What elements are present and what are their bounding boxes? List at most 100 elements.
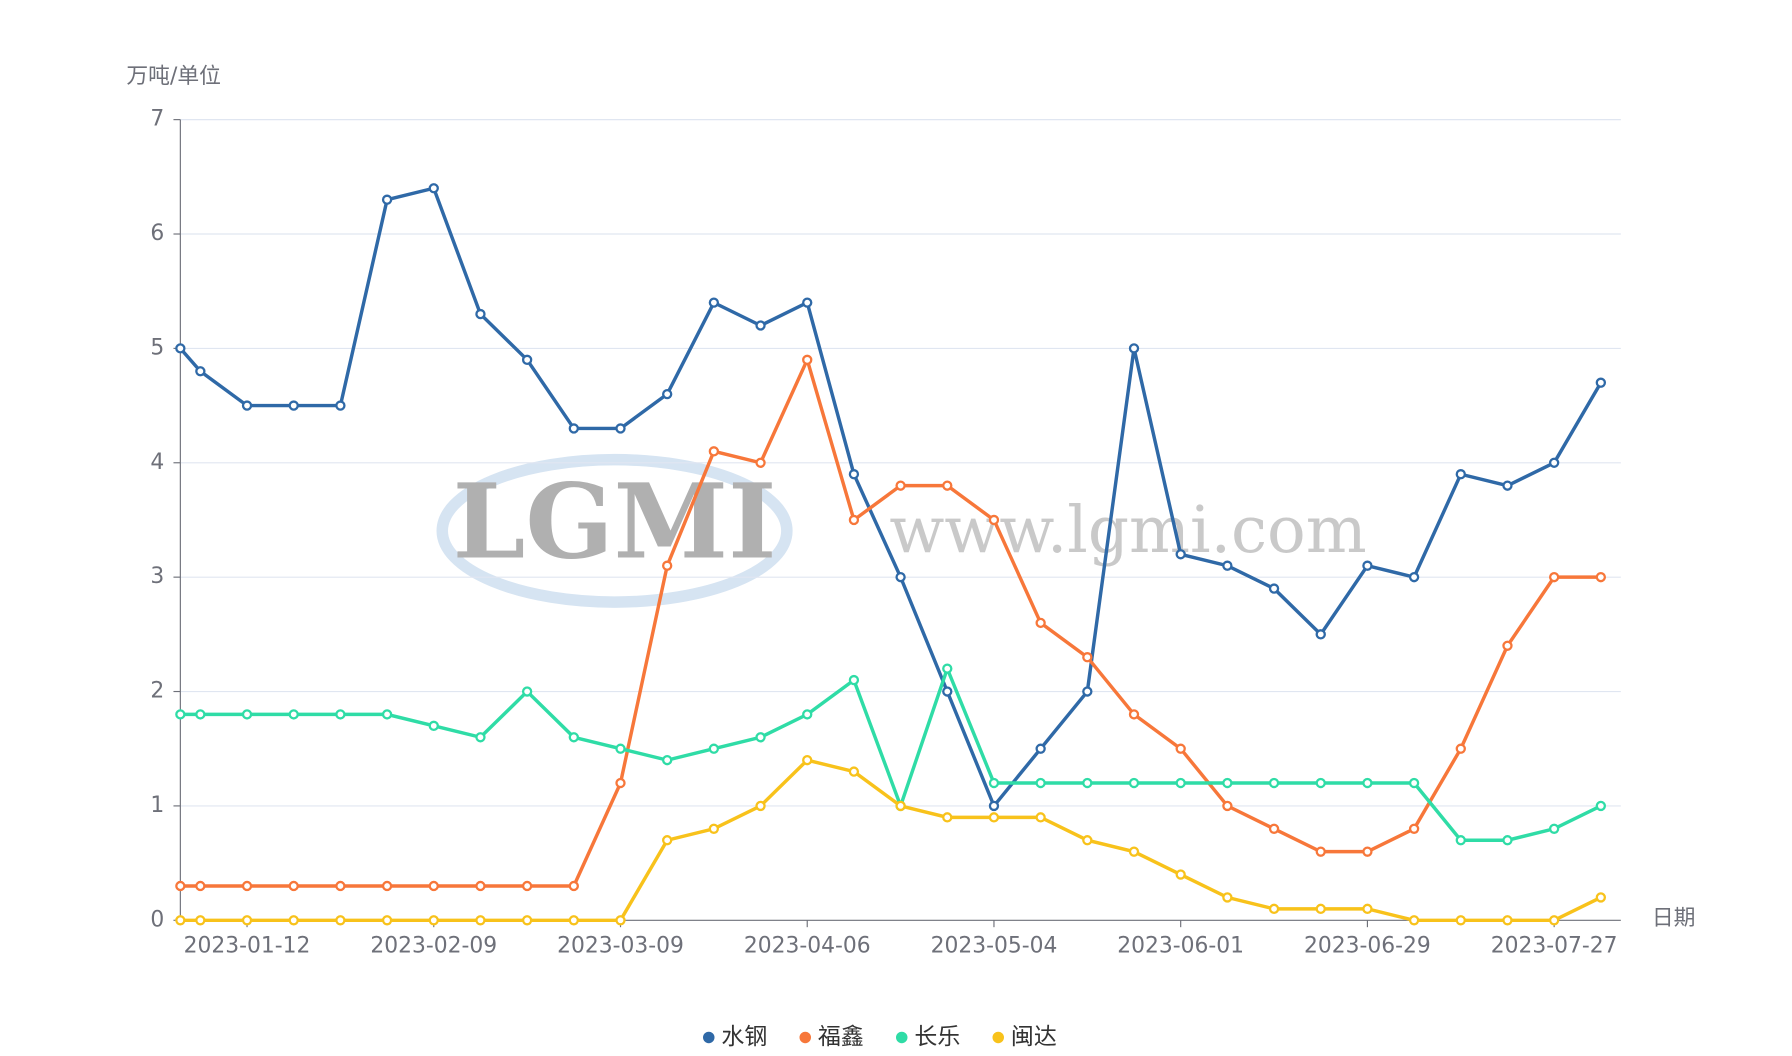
- series-line: [180, 354, 1601, 888]
- x-tick-label: 2023-04-06: [744, 934, 871, 959]
- data-point: [475, 308, 486, 320]
- data-point: [1128, 343, 1140, 354]
- data-point: [521, 915, 533, 926]
- x-tick-label: 2023-01-12: [184, 934, 311, 959]
- data-point: [521, 686, 533, 697]
- x-tick-label: 2023-06-29: [1304, 934, 1431, 959]
- data-point: [475, 880, 486, 892]
- data-point: [1222, 892, 1233, 903]
- data-point: [1502, 835, 1513, 846]
- data-point: [848, 766, 860, 777]
- y-tick-label: 2: [150, 679, 164, 704]
- series-line: [179, 186, 1603, 810]
- data-point: [942, 686, 953, 697]
- x-tick-label: 2023-06-01: [1117, 934, 1244, 959]
- data-point: [381, 194, 393, 205]
- data-point: [662, 388, 673, 400]
- data-point: [1222, 800, 1233, 812]
- y-tick-label: 7: [150, 107, 164, 132]
- data-point: [708, 823, 720, 834]
- data-point: [1408, 777, 1420, 789]
- data-point: [1362, 560, 1373, 571]
- data-point: [708, 743, 720, 754]
- data-point: [195, 709, 206, 720]
- data-point: [1362, 846, 1373, 857]
- data-point: [241, 709, 253, 720]
- data-point: [288, 709, 299, 720]
- data-point: [195, 366, 206, 377]
- data-point: [288, 880, 299, 892]
- data-point: [1502, 480, 1513, 491]
- x-tick-label: 2023-03-09: [557, 934, 684, 959]
- data-point: [335, 880, 346, 892]
- data-point: [1128, 777, 1140, 789]
- data-point: [568, 732, 579, 743]
- data-point: [615, 743, 626, 754]
- data-point: [1128, 846, 1140, 857]
- data-point: [1502, 640, 1513, 651]
- y-tick-label: 1: [150, 793, 164, 818]
- data-point: [335, 400, 346, 411]
- data-point: [615, 915, 626, 926]
- data-point: [662, 754, 673, 766]
- data-point: [1455, 915, 1466, 926]
- data-point: [428, 880, 439, 892]
- legend-label: 水钢: [721, 1024, 767, 1050]
- data-point: [942, 480, 953, 491]
- data-point: [241, 400, 253, 411]
- data-point: [1548, 571, 1560, 583]
- y-axis-label: 万吨/单位: [126, 64, 221, 89]
- data-point: [1222, 560, 1233, 571]
- data-point: [475, 915, 486, 926]
- y-tick-label: 0: [150, 907, 164, 932]
- data-point: [708, 297, 720, 308]
- data-point: [895, 480, 906, 491]
- data-point: [1455, 835, 1466, 846]
- data-point: [942, 663, 953, 674]
- data-point: [1268, 823, 1280, 834]
- data-point: [175, 709, 186, 720]
- data-point: [1175, 743, 1186, 754]
- data-point: [615, 423, 626, 434]
- data-point: [1315, 777, 1326, 789]
- data-point: [662, 835, 673, 846]
- data-point: [1502, 915, 1513, 926]
- data-point: [1082, 686, 1093, 697]
- data-point: [848, 514, 860, 526]
- data-point: [755, 457, 766, 468]
- data-point: [1082, 835, 1093, 846]
- data-point: [988, 777, 1000, 789]
- data-point: [1362, 903, 1373, 915]
- data-point: [428, 915, 439, 926]
- data-point: [755, 732, 766, 743]
- legend-label: 长乐: [914, 1024, 960, 1050]
- watermark-url: www.lgmi.com: [889, 493, 1366, 568]
- y-tick-label: 6: [150, 221, 164, 246]
- data-point: [1595, 377, 1607, 388]
- data-point: [381, 915, 393, 926]
- data-point: [1175, 869, 1186, 880]
- legend-marker: [799, 1031, 811, 1044]
- data-point: [1315, 846, 1326, 857]
- data-point: [428, 720, 439, 732]
- data-point: [802, 354, 813, 365]
- data-point: [755, 320, 766, 331]
- x-tick-label: 2023-07-27: [1491, 934, 1618, 959]
- data-point: [568, 915, 579, 926]
- data-point: [1082, 652, 1093, 663]
- data-point: [1595, 800, 1607, 812]
- data-point: [428, 183, 439, 194]
- x-tick-label: 2023-05-04: [931, 934, 1058, 959]
- data-point: [1548, 915, 1560, 926]
- data-point: [175, 880, 186, 892]
- data-point: [848, 674, 860, 686]
- data-point: [521, 880, 533, 892]
- watermark-ring: [436, 453, 793, 608]
- data-point: [1455, 469, 1466, 480]
- data-point: [755, 800, 766, 812]
- legend-marker: [896, 1031, 908, 1044]
- data-point: [988, 800, 1000, 812]
- data-point: [1455, 743, 1466, 754]
- data-point: [241, 880, 253, 892]
